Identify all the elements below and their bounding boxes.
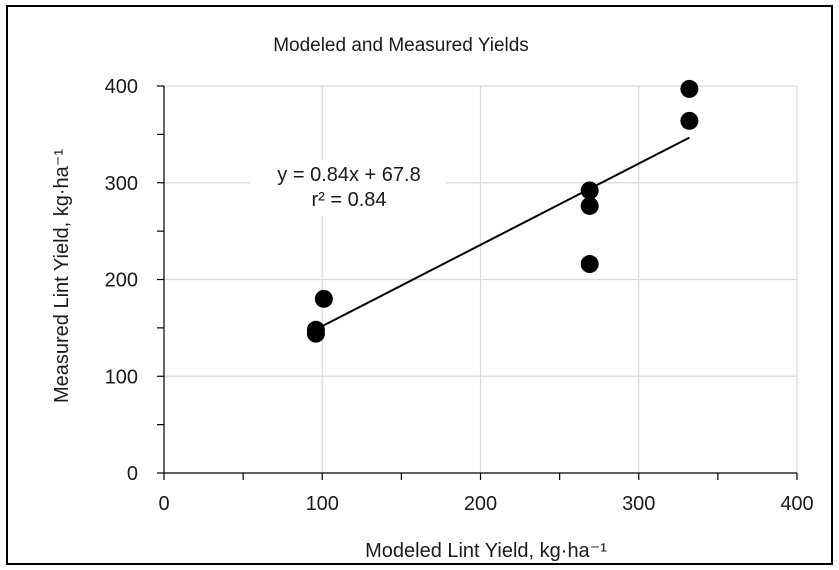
data-point xyxy=(580,196,599,215)
y-tick-labels: 0 100 200 300 400 xyxy=(105,76,138,485)
tick-marks xyxy=(157,85,798,480)
chart-title: Modeled and Measured Yields xyxy=(273,35,529,56)
data-point xyxy=(314,289,333,308)
x-tick-label: 300 xyxy=(622,493,655,515)
x-tick-label: 200 xyxy=(464,493,497,515)
r-squared-label: r² = 0.84 xyxy=(311,189,386,211)
x-tick-label: 0 xyxy=(158,493,169,515)
y-tick-label: 200 xyxy=(105,270,138,292)
grid-lines xyxy=(164,85,798,473)
y-tick-label: 100 xyxy=(105,366,138,388)
y-tick-label: 300 xyxy=(105,173,138,195)
equation-box xyxy=(250,160,446,216)
x-tick-label: 400 xyxy=(780,493,813,515)
data-points xyxy=(306,79,699,343)
y-tick-label: 400 xyxy=(105,76,138,98)
x-axis-title: Modeled Lint Yield, kg·ha⁻¹ xyxy=(365,540,607,562)
data-point xyxy=(680,111,699,130)
x-tick-labels: 0 100 200 300 400 xyxy=(158,493,813,515)
data-point xyxy=(680,79,699,98)
trendline-group xyxy=(315,136,690,331)
y-tick-label: 0 xyxy=(127,463,138,485)
equation-label: y = 0.84x + 67.8 xyxy=(277,164,420,186)
data-point xyxy=(580,181,599,200)
trendline xyxy=(315,136,690,331)
x-tick-label: 100 xyxy=(306,493,339,515)
y-axis-title: Measured Lint Yield, kg·ha⁻¹ xyxy=(51,149,73,403)
chart-frame xyxy=(6,5,833,565)
data-point xyxy=(306,324,325,343)
data-point xyxy=(580,255,599,274)
